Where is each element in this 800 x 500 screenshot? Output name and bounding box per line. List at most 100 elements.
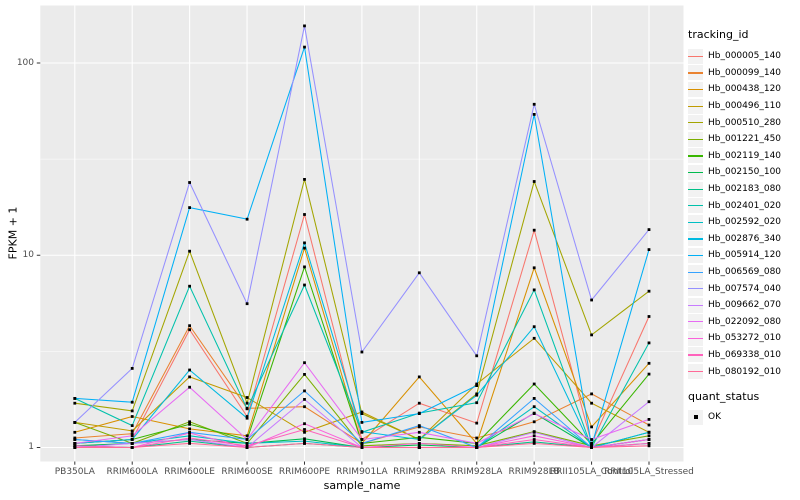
data-point — [360, 412, 364, 415]
data-point — [475, 382, 479, 386]
x-tick-label: RRIM928BA — [393, 467, 446, 477]
data-point — [417, 430, 421, 434]
data-point — [188, 181, 191, 184]
line-swatch-icon — [688, 231, 703, 247]
line-swatch-icon — [688, 148, 703, 164]
data-point — [245, 415, 249, 418]
legend-entry-label: Hb_000510_280 — [708, 117, 782, 128]
data-point — [188, 385, 191, 389]
legend-entry-label: Hb_005914_120 — [708, 250, 782, 261]
data-point — [590, 333, 593, 337]
data-point — [188, 324, 191, 328]
legend-entry-label: Hb_002592_020 — [708, 217, 782, 228]
data-point — [475, 421, 479, 425]
data-point — [303, 405, 306, 409]
legend-entry: Hb_053272_010 — [688, 330, 800, 347]
line-swatch-icon — [688, 364, 703, 380]
data-point — [130, 446, 134, 449]
data-point — [130, 400, 134, 404]
data-point — [417, 438, 421, 441]
data-point — [475, 436, 479, 440]
legend-entry: Hb_005914_120 — [688, 247, 800, 264]
data-point — [417, 446, 421, 449]
legend-entry-label: Hb_002876_340 — [708, 233, 782, 244]
data-point — [647, 228, 651, 231]
legend-entry-label: Hb_002150_100 — [708, 167, 782, 178]
legend-entry-label: Hb_009662_070 — [708, 300, 782, 311]
data-point — [73, 421, 77, 424]
data-point — [417, 442, 421, 445]
data-point — [590, 442, 593, 446]
data-point — [303, 373, 306, 376]
x-tick-label: RRIM600LA — [106, 467, 158, 477]
data-point — [130, 429, 134, 433]
data-point — [532, 440, 536, 444]
legend-title-tracking-id: tracking_id — [688, 28, 749, 41]
data-point — [188, 439, 191, 443]
data-point — [303, 422, 306, 426]
data-point — [590, 392, 593, 396]
legend-entry-label: Hb_000438_120 — [708, 84, 782, 95]
data-point — [417, 271, 421, 275]
data-point — [73, 444, 77, 448]
data-point — [532, 102, 536, 106]
data-point — [590, 298, 593, 302]
data-point — [188, 249, 191, 253]
data-point — [532, 405, 536, 409]
data-point — [188, 427, 191, 431]
data-point — [532, 397, 536, 400]
line-swatch-icon — [688, 198, 703, 214]
legend-entry: Hb_000438_120 — [688, 81, 800, 98]
data-point — [647, 434, 651, 438]
data-point — [647, 341, 651, 345]
legend-entry-quant-status: OK — [688, 409, 800, 426]
data-point — [73, 430, 77, 434]
data-point — [360, 350, 364, 354]
x-tick-label: RRIM600SE — [221, 467, 273, 477]
data-point — [245, 444, 249, 448]
data-point — [647, 289, 651, 293]
x-tick-label: RRIM600LE — [164, 467, 215, 477]
data-point — [303, 437, 306, 441]
data-point — [360, 444, 364, 448]
legend-entries: Hb_000005_140 Hb_000099_140 Hb_000438_120 H… — [688, 48, 800, 380]
legend-entry-label: Hb_007574_040 — [708, 283, 782, 294]
data-point — [245, 416, 249, 420]
data-point — [475, 393, 479, 397]
legend-entry: Hb_022092_080 — [688, 314, 800, 331]
data-point — [475, 354, 479, 358]
data-point — [475, 401, 479, 405]
data-point — [130, 424, 134, 427]
point-swatch-icon — [688, 409, 703, 425]
data-point — [303, 178, 306, 181]
data-point — [303, 398, 306, 401]
legend-entry: Hb_002592_020 — [688, 214, 800, 231]
line-swatch-icon — [688, 264, 703, 280]
data-point — [188, 422, 191, 426]
data-point — [130, 442, 134, 445]
data-point — [532, 434, 536, 438]
line-swatch-icon — [688, 98, 703, 114]
legend-title-quant-status: quant_status — [688, 389, 760, 403]
data-point — [590, 444, 593, 448]
data-point — [245, 217, 249, 221]
data-point — [360, 442, 364, 445]
legend-entry: Hb_002119_140 — [688, 148, 800, 165]
legend-entry: Hb_000510_280 — [688, 114, 800, 131]
data-point — [475, 444, 479, 448]
data-point — [475, 446, 479, 449]
data-point — [532, 438, 536, 441]
data-point — [590, 438, 593, 441]
data-point — [417, 401, 421, 405]
data-point — [532, 382, 536, 386]
legend-entry-label: Hb_053272_010 — [708, 333, 782, 344]
series-points-Hb_080192_010 — [73, 442, 651, 449]
data-point — [360, 410, 364, 414]
data-point — [130, 432, 134, 436]
data-point — [245, 401, 249, 405]
data-point — [188, 438, 191, 441]
data-point — [532, 420, 536, 424]
data-point — [532, 266, 536, 270]
line-swatch-icon — [688, 81, 703, 97]
data-point — [303, 246, 306, 250]
